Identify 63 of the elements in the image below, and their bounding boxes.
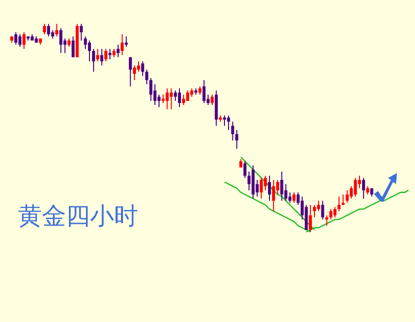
- candlestick: [128, 56, 132, 87]
- candlestick: [288, 192, 292, 204]
- candlestick: [174, 90, 177, 102]
- candlestick: [104, 48, 108, 62]
- candlestick: [304, 204, 308, 230]
- candlestick: [342, 194, 345, 206]
- candlestick: [186, 90, 190, 102]
- candlestick: [227, 114, 230, 131]
- candlestick: [308, 204, 312, 232]
- candlestick: [149, 78, 152, 102]
- candlestick: [292, 192, 296, 204]
- candlestick: [260, 177, 263, 200]
- candlestick: [317, 200, 320, 212]
- candlestick: [158, 94, 161, 108]
- candlestick: [264, 175, 267, 191]
- candlestick: [312, 204, 316, 218]
- candlestick: [354, 177, 357, 198]
- candlestick: [100, 48, 104, 66]
- candlestick: [47, 23, 50, 37]
- candlestick: [362, 177, 366, 200]
- candlestick: [18, 34, 22, 48]
- candlestick: [80, 23, 83, 42]
- candlestick: [272, 179, 276, 212]
- candlestick: [178, 88, 181, 108]
- candlestick: [235, 130, 238, 150]
- candlestick: [22, 32, 26, 50]
- candlestick: [268, 175, 271, 202]
- candlestick: [124, 36, 128, 48]
- candlestick: [202, 80, 206, 104]
- candlestick: [88, 40, 91, 62]
- candlestick: [280, 171, 284, 202]
- candlestick: [55, 23, 58, 37]
- candlestick: [325, 214, 328, 226]
- candlestick: [42, 23, 46, 35]
- candlestick: [137, 60, 140, 72]
- candlestick: [329, 208, 332, 220]
- candlestick: [222, 114, 226, 126]
- candlestick: [108, 48, 112, 60]
- candlestick: [333, 206, 336, 218]
- candlestick: [166, 88, 169, 110]
- candlestick: [59, 28, 62, 54]
- candlestick: [145, 69, 148, 85]
- candlestick: [231, 121, 234, 141]
- candlestick: [182, 94, 186, 106]
- candlestick: [321, 200, 324, 220]
- candlestick: [116, 44, 120, 58]
- candlestick: [338, 196, 341, 212]
- candlestick: [248, 171, 251, 191]
- candlestick: [72, 36, 75, 58]
- candlestick: [141, 60, 144, 76]
- candlestick: [84, 36, 87, 50]
- candlestick: [210, 94, 214, 106]
- candlestick: [92, 48, 96, 72]
- candlestick: [243, 160, 246, 178]
- candlestick: [346, 190, 349, 204]
- candlestick: [170, 88, 173, 110]
- candlestick: [153, 84, 156, 106]
- candlestick: [284, 184, 288, 202]
- annotation: 黄金四小时: [18, 202, 138, 230]
- candlestick: [132, 65, 136, 81]
- candlestick: [120, 34, 124, 56]
- candlestick: [96, 48, 100, 62]
- candlestick: [14, 32, 18, 46]
